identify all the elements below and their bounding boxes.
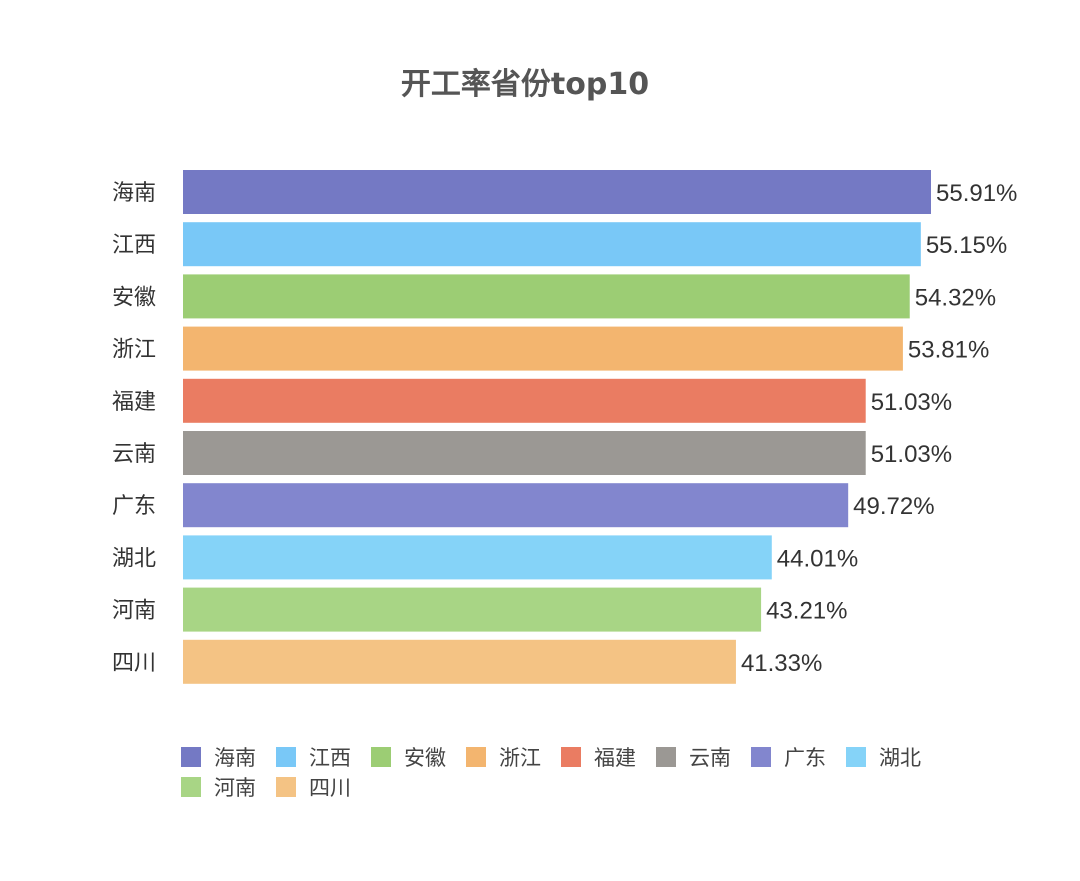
legend-swatch xyxy=(371,747,391,767)
category-label: 浙江 xyxy=(112,338,156,363)
category-label: 湖北 xyxy=(112,546,156,571)
legend-label: 海南 xyxy=(214,746,256,770)
value-label: 51.03% xyxy=(871,389,952,416)
legend-swatch xyxy=(181,747,201,767)
category-label: 江西 xyxy=(112,233,156,258)
value-label: 44.01% xyxy=(777,545,858,572)
value-label: 54.32% xyxy=(915,284,996,311)
bar xyxy=(183,639,736,684)
value-label: 43.21% xyxy=(766,598,847,625)
legend-swatch xyxy=(561,747,581,767)
bar xyxy=(183,431,866,475)
category-label: 河南 xyxy=(112,599,156,624)
legend-label: 广东 xyxy=(784,746,826,770)
bar xyxy=(183,326,903,371)
category-label: 安徽 xyxy=(112,285,156,310)
bar-group: 海南 55.91% 江西 55.15% 安徽 54.32% 浙江 53.81% 福建 51.03%… xyxy=(112,170,1017,684)
bar xyxy=(183,170,931,214)
bar xyxy=(183,378,866,423)
value-label: 55.91% xyxy=(936,180,1017,207)
legend-label: 湖北 xyxy=(879,746,921,770)
value-label: 55.15% xyxy=(926,232,1007,259)
legend-label: 河南 xyxy=(214,776,256,800)
legend-label: 浙江 xyxy=(499,746,541,770)
category-label: 广东 xyxy=(112,494,156,519)
value-label: 41.33% xyxy=(741,650,822,677)
category-label: 福建 xyxy=(112,390,156,415)
bar xyxy=(183,587,762,632)
bar xyxy=(183,222,921,267)
legend-label: 四川 xyxy=(309,776,351,800)
legend-label: 安徽 xyxy=(404,746,446,770)
legend-swatch xyxy=(751,747,771,767)
bar xyxy=(183,274,910,319)
bar xyxy=(183,535,772,580)
chart-title: 开工率省份top10 xyxy=(401,67,649,102)
legend-swatch xyxy=(846,747,866,767)
legend-swatch xyxy=(276,777,296,797)
legend-swatch xyxy=(181,777,201,797)
value-label: 53.81% xyxy=(908,337,989,364)
value-label: 49.72% xyxy=(853,493,934,520)
category-label: 云南 xyxy=(112,442,156,467)
value-label: 51.03% xyxy=(871,441,952,468)
legend-swatch xyxy=(466,747,486,767)
legend-label: 福建 xyxy=(594,746,636,770)
legend-swatch xyxy=(276,747,296,767)
bar xyxy=(183,483,849,528)
legend-label: 云南 xyxy=(689,746,731,770)
legend-label: 江西 xyxy=(309,746,351,770)
legend-swatch xyxy=(656,747,676,767)
category-label: 海南 xyxy=(112,181,156,206)
category-label: 四川 xyxy=(112,651,156,676)
